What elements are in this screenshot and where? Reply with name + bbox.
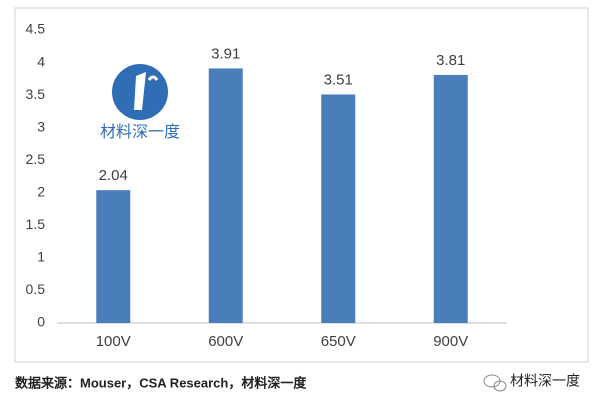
y-tick-label: 4.5 (26, 21, 46, 37)
y-tick-label: 2.5 (26, 151, 46, 167)
x-tick-label: 600V (208, 333, 243, 350)
y-tick-label: 0 (37, 314, 45, 330)
y-tick-label: 1.5 (26, 216, 46, 232)
bar (321, 94, 356, 324)
y-tick-label: 3.5 (26, 86, 46, 102)
bar (96, 190, 131, 323)
data-label: 3.51 (324, 71, 353, 88)
x-tick-label: 100V (96, 333, 131, 350)
data-label: 3.81 (436, 52, 465, 69)
y-tick-label: 1 (37, 249, 45, 265)
x-tick-label: 650V (321, 333, 356, 350)
bar (433, 74, 468, 323)
source-note: 数据来源：Mouser，CSA Research，材料深一度 (15, 375, 307, 390)
brand: 材料深一度 (510, 373, 580, 389)
y-tick-label: 2 (37, 183, 45, 199)
data-label: 3.91 (211, 45, 240, 62)
bar (208, 68, 243, 323)
watermark: 材料深一度 (100, 123, 180, 141)
y-tick-label: 3 (37, 118, 45, 134)
wechat-icon (483, 374, 507, 392)
icon-bubble (493, 380, 507, 392)
logo-mark (134, 72, 146, 110)
y-tick-label: 0.5 (26, 281, 46, 297)
logo (112, 64, 168, 120)
x-tick-label: 900V (433, 333, 468, 350)
y-tick-label: 4 (37, 53, 45, 69)
logo-mark (147, 75, 159, 81)
data-label: 2.04 (99, 167, 128, 184)
